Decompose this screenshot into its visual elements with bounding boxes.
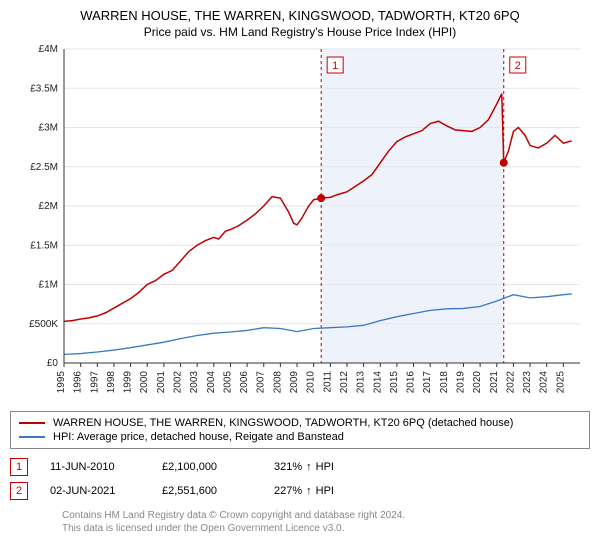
svg-text:2012: 2012 [339, 371, 350, 394]
svg-text:2018: 2018 [439, 371, 450, 394]
event-date: 11-JUN-2010 [50, 461, 140, 473]
event-delta: 227% ↑ HPI [274, 485, 334, 497]
svg-text:£4M: £4M [39, 44, 58, 55]
event-date: 02-JUN-2021 [50, 485, 140, 497]
svg-text:2017: 2017 [422, 371, 433, 394]
svg-text:2002: 2002 [173, 371, 184, 394]
line-chart: £0 £500K £1M £1.5M £2M £2.5M £3M £3.5M £4M 1995 19… [10, 43, 590, 403]
svg-text:2008: 2008 [272, 371, 283, 394]
svg-text:1999: 1999 [123, 371, 134, 394]
svg-text:2: 2 [515, 60, 521, 72]
svg-text:£2.5M: £2.5M [30, 162, 58, 173]
legend: WARREN HOUSE, THE WARREN, KINGSWOOD, TAD… [10, 411, 590, 449]
svg-text:2021: 2021 [489, 371, 500, 394]
svg-text:2010: 2010 [306, 371, 317, 394]
event-price: £2,100,000 [162, 461, 252, 473]
svg-text:2000: 2000 [139, 371, 150, 394]
legend-item: WARREN HOUSE, THE WARREN, KINGSWOOD, TAD… [19, 416, 581, 430]
svg-text:2006: 2006 [239, 371, 250, 394]
svg-text:2013: 2013 [356, 371, 367, 394]
svg-text:1998: 1998 [106, 371, 117, 394]
svg-text:2024: 2024 [539, 371, 550, 394]
svg-text:1997: 1997 [89, 371, 100, 394]
svg-text:2014: 2014 [372, 371, 383, 394]
svg-text:1: 1 [332, 60, 338, 72]
svg-text:£2M: £2M [39, 201, 58, 212]
svg-text:2009: 2009 [289, 371, 300, 394]
svg-text:2011: 2011 [322, 371, 333, 393]
attribution-line: This data is licensed under the Open Gov… [62, 522, 590, 535]
svg-text:2001: 2001 [156, 371, 167, 394]
up-arrow-icon: ↑ [306, 461, 312, 473]
svg-text:2003: 2003 [189, 371, 200, 394]
svg-text:£0: £0 [47, 358, 59, 369]
legend-label: HPI: Average price, detached house, Reig… [53, 431, 344, 443]
svg-text:£3.5M: £3.5M [30, 83, 58, 94]
svg-text:2004: 2004 [206, 371, 217, 394]
svg-text:2019: 2019 [455, 371, 466, 394]
svg-text:2016: 2016 [406, 371, 417, 394]
legend-swatch [19, 436, 45, 438]
svg-text:£3M: £3M [39, 123, 58, 134]
attribution-line: Contains HM Land Registry data © Crown c… [62, 509, 590, 522]
legend-swatch [19, 422, 45, 424]
svg-text:2005: 2005 [222, 371, 233, 394]
chart-area: £0 £500K £1M £1.5M £2M £2.5M £3M £3.5M £4M 1995 19… [10, 43, 590, 403]
svg-text:£1M: £1M [39, 280, 58, 291]
svg-text:2020: 2020 [472, 371, 483, 394]
event-price: £2,551,600 [162, 485, 252, 497]
svg-text:2025: 2025 [555, 371, 566, 394]
svg-text:2022: 2022 [505, 371, 516, 394]
event-marker-icon: 1 [10, 458, 28, 476]
svg-text:1995: 1995 [56, 371, 67, 394]
svg-text:2007: 2007 [256, 371, 267, 394]
chart-title-address: WARREN HOUSE, THE WARREN, KINGSWOOD, TAD… [10, 8, 590, 23]
event-marker-icon: 2 [10, 482, 28, 500]
legend-label: WARREN HOUSE, THE WARREN, KINGSWOOD, TAD… [53, 417, 513, 429]
svg-text:2015: 2015 [389, 371, 400, 394]
attribution: Contains HM Land Registry data © Crown c… [62, 509, 590, 535]
svg-text:£1.5M: £1.5M [30, 240, 58, 251]
event-row: 1 11-JUN-2010 £2,100,000 321% ↑ HPI [10, 455, 590, 479]
chart-title-metric: Price paid vs. HM Land Registry's House … [10, 25, 590, 39]
svg-text:£500K: £500K [29, 319, 58, 330]
price-events: 1 11-JUN-2010 £2,100,000 321% ↑ HPI 2 02… [10, 455, 590, 503]
event-delta: 321% ↑ HPI [274, 461, 334, 473]
event-row: 2 02-JUN-2021 £2,551,600 227% ↑ HPI [10, 479, 590, 503]
svg-text:2023: 2023 [522, 371, 533, 394]
up-arrow-icon: ↑ [306, 485, 312, 497]
legend-item: HPI: Average price, detached house, Reig… [19, 430, 581, 444]
svg-text:1996: 1996 [73, 371, 84, 394]
